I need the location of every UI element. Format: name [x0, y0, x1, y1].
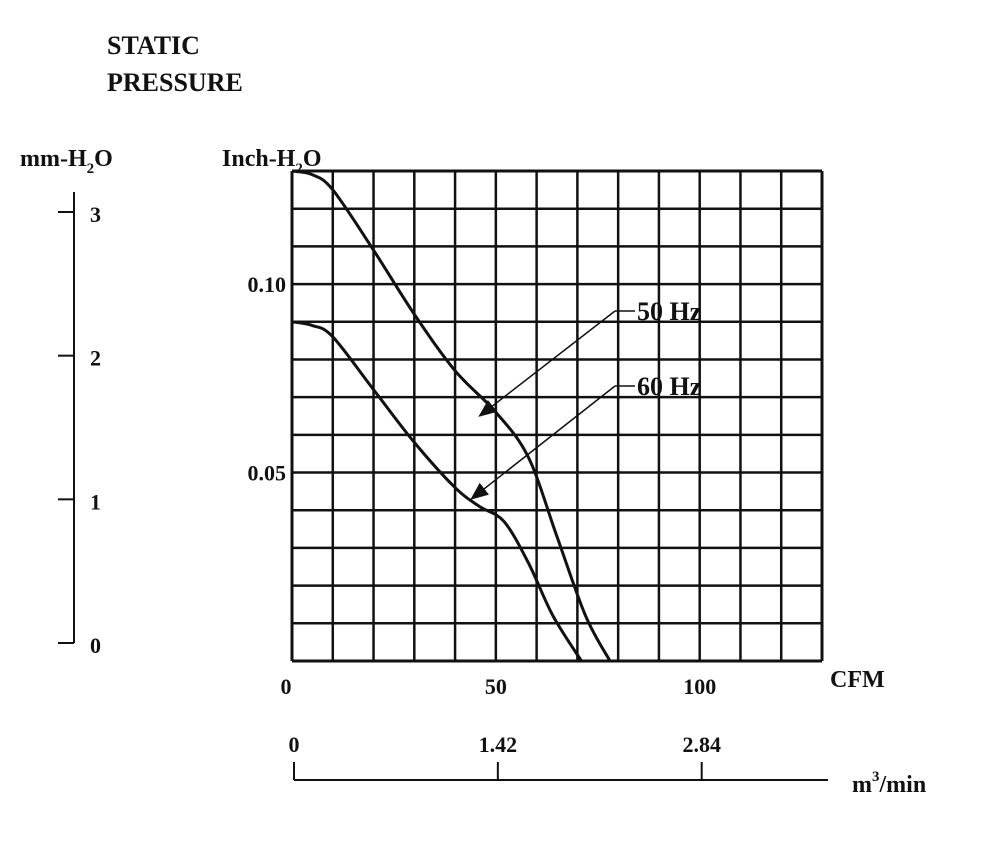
- y-axis-ticks: 0.05 0.10: [248, 272, 287, 485]
- series-annotation-label: 50 Hz: [637, 297, 701, 326]
- left-axis: 0 1 2 3: [58, 192, 101, 658]
- secondary-x-axis-label-superscript: 3: [872, 769, 880, 785]
- secondary-x-axis-label: m3/min: [852, 769, 926, 798]
- y-tick-label: 0.10: [248, 272, 287, 297]
- series-group: [291, 169, 612, 662]
- x-axis-ticks: 0 50 100: [281, 674, 717, 699]
- left-axis-tick-label: 1: [90, 489, 101, 514]
- series-line-60hz: [291, 320, 583, 662]
- secondary-axis-tick-label: 1.42: [479, 732, 518, 757]
- y-tick-label: 0.05: [248, 461, 287, 486]
- left-axis-label-main: mm-H: [20, 146, 87, 172]
- left-axis-label: mm-H2O: [20, 146, 113, 177]
- y-axis-label-main: Inch-H: [222, 146, 296, 172]
- x-tick-label: 100: [683, 674, 716, 699]
- annotation-arrow: [478, 310, 616, 417]
- left-axis-label-subscript: 2: [87, 161, 95, 177]
- y-axis-label: Inch-H2O: [222, 146, 322, 177]
- left-axis-label-tail: O: [94, 146, 113, 172]
- left-axis-tick-label: 2: [90, 346, 101, 371]
- y-axis-label-subscript: 2: [295, 161, 303, 177]
- annotation-arrow: [470, 385, 616, 500]
- x-axis-label: CFM: [830, 667, 885, 693]
- y-axis-label-tail: O: [303, 146, 322, 172]
- secondary-x-axis-label-main: m: [852, 772, 872, 798]
- secondary-x-axis-label-tail: /min: [879, 772, 927, 798]
- series-annotation-label: 60 Hz: [637, 372, 701, 401]
- chart-title-line-1: STATIC: [107, 31, 200, 60]
- chart-title-line-2: PRESSURE: [107, 68, 243, 97]
- x-tick-label: 50: [485, 674, 507, 699]
- x-tick-label: 0: [281, 674, 292, 699]
- secondary-x-axis: 0 1.42 2.84: [289, 732, 828, 781]
- secondary-axis-tick-label: 2.84: [682, 732, 721, 757]
- secondary-axis-tick-label: 0: [289, 732, 300, 757]
- left-axis-tick-label: 3: [90, 202, 101, 227]
- left-axis-tick-label: 0: [90, 633, 101, 658]
- series-line-50hz: [291, 169, 612, 662]
- annotations: 50 Hz 60 Hz: [470, 297, 701, 500]
